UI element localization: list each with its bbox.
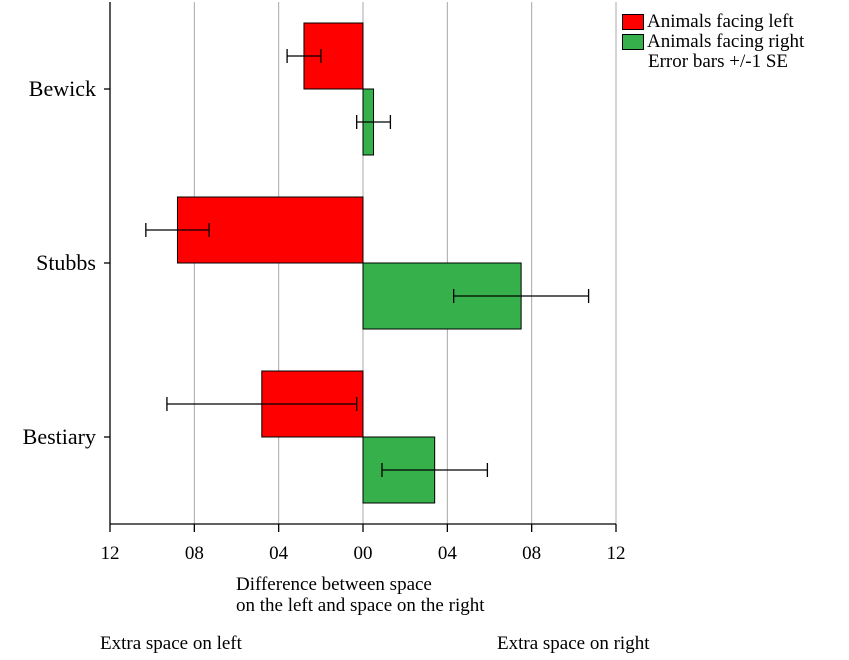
legend-item-right: Animals facing right bbox=[622, 31, 805, 52]
legend-item-left: Animals facing left bbox=[622, 11, 804, 32]
category-label: Stubbs bbox=[36, 250, 96, 275]
x-tick-label: 04 bbox=[438, 543, 458, 564]
legend: Animals facing left Animals facing right… bbox=[622, 11, 805, 72]
annotation-extra-left: Extra space on left bbox=[100, 633, 242, 654]
annotation-extra-right: Extra space on right bbox=[497, 633, 650, 654]
x-tick-label: 08 bbox=[522, 543, 541, 564]
x-tick-label: 12 bbox=[607, 543, 626, 564]
legend-swatch-right bbox=[622, 34, 644, 50]
legend-label-left: Animals facing left bbox=[647, 11, 794, 32]
x-axis-label-line2: on the left and space on the right bbox=[236, 595, 485, 616]
legend-note: Error bars +/-1 SE bbox=[648, 51, 788, 72]
category-label: Bewick bbox=[29, 76, 96, 101]
x-axis-label-line1: Difference between space bbox=[236, 574, 432, 595]
category-label: Bestiary bbox=[23, 424, 96, 449]
legend-label-right: Animals facing right bbox=[647, 31, 805, 52]
x-tick-label: 08 bbox=[185, 543, 204, 564]
legend-swatch-left bbox=[622, 14, 644, 30]
x-tick-label: 00 bbox=[354, 543, 373, 564]
x-tick-label: 04 bbox=[269, 543, 289, 564]
x-tick-label: 12 bbox=[101, 543, 120, 564]
